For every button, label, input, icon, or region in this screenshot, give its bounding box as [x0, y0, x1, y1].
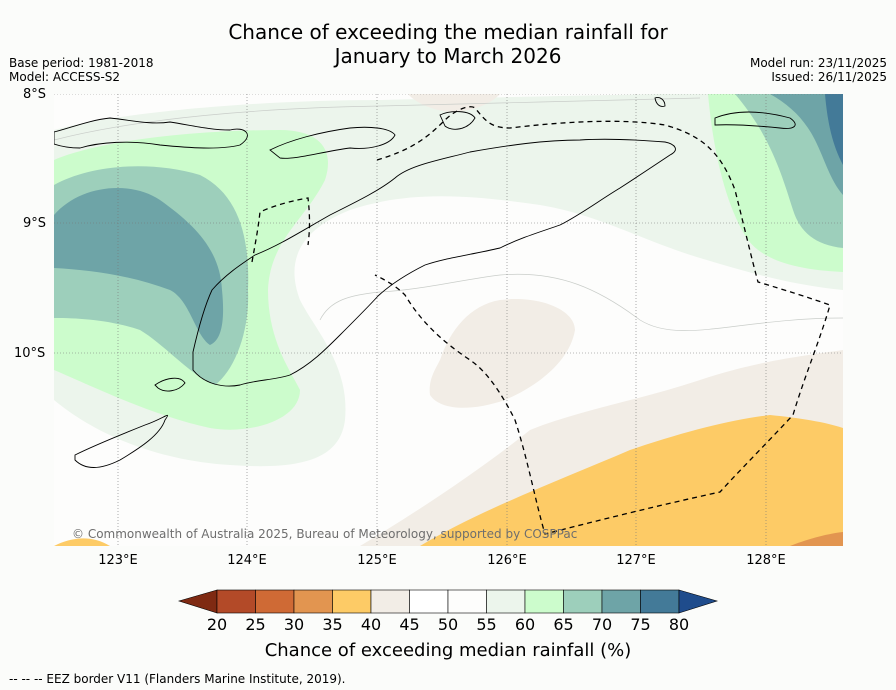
colorbar-tick-65: 65	[553, 615, 574, 634]
contour-30-35-corner	[790, 532, 843, 546]
colorbar-tick-55: 55	[476, 615, 497, 634]
eez-legend-note: -- -- -- EEZ border V11 (Flanders Marine…	[9, 672, 346, 686]
issued-date: Issued: 26/11/2025	[771, 70, 887, 84]
colorbar-tick-45: 45	[399, 615, 420, 634]
eez-border	[374, 106, 831, 535]
map-panel	[54, 94, 843, 546]
contour-40-45-north	[408, 94, 500, 112]
lon-label-123e: 123°E	[98, 553, 138, 568]
contour-70-75-west	[54, 188, 224, 345]
base-period: Base period: 1981-2018	[9, 56, 154, 70]
model-name: Model: ACCESS-S2	[9, 70, 121, 84]
colorbar-swatch-35-40	[332, 589, 372, 614]
lat-label-10s: 10°S	[14, 346, 46, 361]
graticule	[54, 94, 843, 546]
colorbar-swatch-75-80	[640, 589, 680, 614]
lon-label-127e: 127°E	[616, 553, 656, 568]
lon-label-126e: 126°E	[487, 553, 527, 568]
contour-40-45-centre	[429, 299, 575, 408]
contour-35-40-south	[420, 415, 843, 546]
coastline	[54, 97, 796, 468]
colorbar-label: Chance of exceeding median rainfall (%)	[264, 640, 632, 661]
colorbar-swatch-45-50	[409, 589, 449, 614]
map-title: Chance of exceeding the median rainfall …	[0, 20, 896, 68]
colorbar-tick-50: 50	[437, 615, 459, 634]
title-line-1: Chance of exceeding the median rainfall …	[228, 20, 668, 44]
contour-70-75-east	[770, 94, 843, 195]
colorbar-tick-70: 70	[591, 615, 613, 634]
colorbar-swatch-65-70	[563, 589, 603, 614]
meta-left: Base period: 1981-2018 Model: ACCESS-S2	[9, 56, 154, 84]
colorbar	[177, 589, 719, 614]
colorbar-swatch-30-35	[293, 589, 333, 614]
colorbar-tick-35: 35	[322, 615, 343, 634]
colorbar-swatch-55-60	[486, 589, 526, 614]
title-line-2: January to March 2026	[334, 44, 562, 68]
colorbar-tick-75: 75	[630, 615, 651, 634]
colorbar-tick-40: 40	[360, 615, 382, 634]
lon-label-124e: 124°E	[227, 553, 267, 568]
colorbar-swatch-25-30	[255, 589, 295, 614]
contour-75-80-east	[825, 94, 843, 165]
lat-label-8s: 8°S	[23, 87, 47, 102]
colorbar-swatch-40-45	[370, 589, 410, 614]
colorbar-swatch-60-65	[524, 589, 564, 614]
lon-label-128e: 128°E	[746, 553, 786, 568]
contour-35-40-southwest	[54, 538, 110, 546]
colorbar-tick-80: 80	[668, 615, 690, 634]
copyright-notice: © Commonwealth of Australia 2025, Bureau…	[72, 527, 578, 541]
meta-right: Model run: 23/11/2025 Issued: 26/11/2025	[750, 56, 887, 84]
colorbar-swatch-70-75	[601, 589, 641, 614]
model-run: Model run: 23/11/2025	[749, 56, 887, 70]
colorbar-tick-25: 25	[245, 615, 266, 634]
lat-label-9s: 9°S	[23, 216, 47, 231]
colorbar-tick-30: 30	[283, 615, 305, 634]
colorbar-tick-60: 60	[514, 615, 536, 634]
colorbar-swatch-50-55	[447, 589, 487, 614]
lon-label-125e: 125°E	[357, 553, 397, 568]
colorbar-extend-high	[678, 589, 719, 614]
colorbar-extend-low	[177, 589, 218, 614]
colorbar-tick-20: 20	[206, 615, 228, 634]
colorbar-swatch-20-25	[216, 589, 256, 614]
